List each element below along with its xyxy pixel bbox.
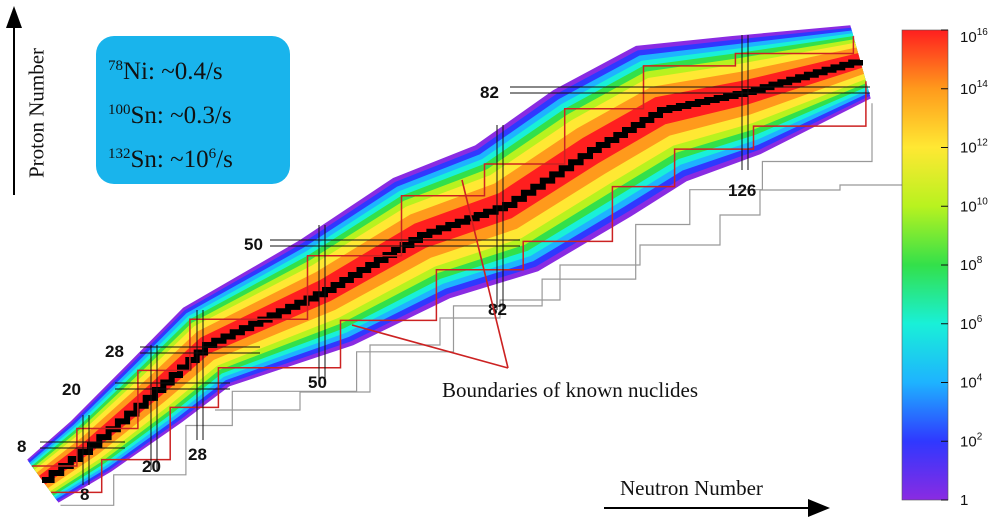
magic-neutron-label-50: 50 [308, 373, 327, 392]
neutron-drip-line [215, 175, 916, 411]
x-axis-arrow-head [808, 499, 830, 517]
colorbar-tick-label-8: 1016 [960, 27, 988, 46]
beam-rate-box: 78Ni: ~0.4/s 100Sn: ~0.3/s 132Sn: ~106/s [96, 36, 290, 184]
colorbar-tick-label-4: 108 [960, 255, 983, 274]
rate-sn132-unit: /s [216, 146, 233, 173]
rate-sn132-exp: 6 [208, 146, 217, 162]
boundaries-annotation: Boundaries of known nuclides [442, 378, 699, 402]
rate-sn132-mass: 132 [108, 146, 131, 162]
band-level-6 [34, 42, 866, 492]
colorbar-tick-exp-5: 10 [977, 196, 989, 207]
rate-ni78-value: ~0.4/s [161, 58, 223, 85]
rate-ni78: 78Ni: ~0.4/s [108, 58, 223, 85]
rate-ni78-mass: 78 [108, 58, 123, 74]
magic-neutron-label-126: 126 [728, 181, 756, 200]
colorbar-tick-label-1: 102 [960, 431, 983, 450]
y-axis-label: Proton Number [24, 47, 49, 179]
colorbar-tick-label-5: 1010 [960, 196, 988, 215]
colorbar-tick-exp-8: 16 [977, 27, 989, 38]
stable-valley-line [42, 59, 863, 483]
colorbar-tick-label-0: 1 [960, 492, 968, 509]
colorbar-tick-exp-1: 2 [977, 431, 983, 442]
magic-neutron-label-20: 20 [142, 457, 161, 476]
y-axis-arrow-head [6, 6, 22, 28]
magic-neutron-label-28: 28 [188, 445, 207, 464]
colorbar-tick-label-2: 104 [960, 373, 983, 392]
magic-proton-label-28: 28 [105, 342, 124, 361]
colorbar-tick-exp-2: 4 [977, 373, 983, 384]
colorbar-tick-label-3: 106 [960, 314, 983, 333]
colorbar-tick-exp-7: 14 [977, 79, 989, 90]
colorbar-tick-label-6: 1012 [960, 138, 988, 157]
colorbar-tick-exp-4: 8 [977, 255, 983, 266]
magic-proton-label-8: 8 [17, 437, 26, 456]
magic-neutron-label-8: 8 [80, 485, 89, 504]
x-axis-label: Neutron Number [620, 476, 763, 500]
stable-nuclides [42, 59, 863, 483]
magic-proton-label-20: 20 [62, 380, 81, 399]
annotation-pointers [351, 179, 509, 369]
rate-sn132: 132Sn: ~106/s [108, 146, 233, 173]
magic-number-lines [40, 35, 870, 485]
rate-sn100-element: Sn [130, 102, 157, 129]
production-band [27, 25, 871, 503]
known-nuclide-boundaries [31, 36, 867, 494]
magic-proton-label-50: 50 [244, 235, 263, 254]
axis-arrows [6, 6, 830, 517]
boundary-proton-rich [51, 81, 867, 494]
magic-proton-label-82: 82 [480, 83, 499, 102]
rate-sn132-element: Sn [130, 146, 157, 173]
boundary-neutron-rich [31, 36, 855, 467]
colorbar-tick-exp-6: 12 [977, 138, 989, 149]
drip-lines [60, 103, 916, 506]
colorbar-tick-label-7: 1014 [960, 79, 988, 98]
pointer-line-upper [461, 179, 509, 369]
proton-drip-line [60, 103, 873, 506]
rate-ni78-element: Ni [123, 58, 148, 85]
colorbar-tick-exp-3: 6 [977, 314, 983, 325]
rate-sn100-mass: 100 [108, 102, 131, 118]
pointer-line-lower [351, 324, 509, 369]
rate-sn132-value: ~10 [170, 146, 209, 173]
colorbar-rect [901, 29, 949, 501]
magic-neutron-label-82: 82 [488, 300, 507, 319]
rate-sn100-value: ~0.3/s [170, 102, 232, 129]
rate-sn100: 100Sn: ~0.3/s [108, 102, 232, 129]
